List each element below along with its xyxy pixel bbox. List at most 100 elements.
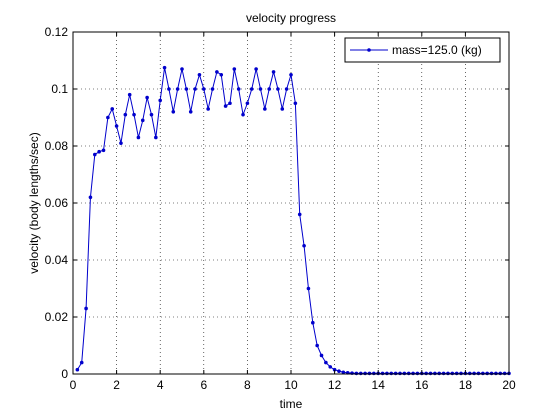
x-tick-label: 16: [415, 378, 429, 392]
data-point: [302, 243, 306, 248]
data-point: [106, 115, 110, 120]
data-point: [385, 371, 389, 376]
data-point: [149, 112, 154, 117]
data-point: [119, 141, 123, 145]
data-point: [219, 72, 224, 77]
data-point: [485, 371, 490, 376]
data-point: [202, 87, 206, 91]
data-point: [441, 371, 446, 376]
data-point: [341, 370, 346, 375]
data-point: [363, 371, 367, 376]
data-point: [332, 367, 337, 372]
data-point: [228, 101, 232, 106]
data-point: [502, 371, 507, 376]
data-point: [171, 110, 176, 114]
data-point: [284, 87, 289, 91]
data-point: [215, 70, 219, 74]
data-point: [337, 369, 341, 373]
x-tick-label: 2: [113, 378, 120, 392]
y-axis-label: velocity (body lengths/sec): [27, 132, 41, 273]
grid-layer: [73, 32, 509, 374]
y-tick-label: 0.06: [45, 196, 69, 210]
data-point: [415, 371, 420, 376]
data-point: [276, 87, 280, 91]
data-point: [489, 371, 494, 376]
data-point: [280, 107, 285, 111]
data-point: [297, 212, 302, 217]
data-point: [127, 92, 132, 97]
data-point: [328, 365, 333, 369]
data-point: [437, 371, 442, 376]
data-point: [398, 371, 402, 376]
data-point: [402, 371, 407, 376]
data-point: [393, 371, 398, 376]
data-point: [88, 195, 93, 200]
data-point: [311, 320, 315, 325]
x-tick-label: 18: [459, 378, 473, 392]
data-point: [358, 371, 363, 376]
legend-marker: [367, 48, 371, 52]
data-point: [467, 371, 472, 376]
x-tick-label: 12: [328, 378, 342, 392]
data-point: [84, 306, 88, 311]
data-point: [158, 98, 162, 103]
data-point: [75, 367, 80, 372]
data-point: [433, 371, 437, 376]
x-axis-label: time: [280, 397, 303, 411]
data-point: [136, 135, 141, 140]
data-point: [93, 152, 97, 157]
data-point: [193, 87, 197, 91]
data-point: [315, 343, 319, 348]
data-point: [197, 72, 202, 77]
x-tick-label: 14: [372, 378, 386, 392]
data-point: [267, 87, 272, 91]
x-tick-label: 10: [284, 378, 298, 392]
x-tick-label: 6: [200, 378, 207, 392]
data-point: [232, 67, 237, 71]
data-point: [245, 101, 250, 106]
data-point: [481, 371, 485, 376]
data-point: [110, 107, 115, 111]
data-point: [145, 95, 149, 100]
data-point: [167, 87, 171, 91]
data-point: [354, 371, 359, 376]
x-tick-label: 4: [157, 378, 164, 392]
x-tick-label: 20: [502, 378, 516, 392]
data-point: [372, 371, 376, 376]
data-point: [367, 371, 372, 376]
data-point: [97, 149, 101, 154]
data-point: [459, 371, 463, 376]
data-point: [293, 101, 298, 106]
data-point: [289, 72, 293, 77]
y-tick-label: 0.1: [51, 82, 68, 96]
y-tick-label: 0: [61, 367, 68, 381]
data-point: [454, 371, 459, 376]
data-point: [254, 67, 258, 71]
data-point: [271, 70, 276, 74]
data-point: [450, 371, 455, 376]
data-point: [472, 371, 476, 376]
data-point: [175, 87, 180, 91]
data-point: [154, 135, 158, 140]
data-point: [79, 360, 84, 365]
data-point: [319, 353, 324, 358]
data-point: [380, 371, 385, 376]
series-line: [76, 67, 509, 374]
data-point: [180, 67, 184, 71]
y-tick-label: 0.04: [45, 253, 69, 267]
y-tick-label: 0.08: [45, 139, 69, 153]
data-point: [476, 371, 481, 376]
data-point: [206, 107, 210, 111]
data-point: [249, 87, 254, 91]
x-tick-label: 8: [244, 378, 251, 392]
tick-layer: 0 2 4 6 8 10 12 14 16 18 20 0 0.02 0.04 0.06 0.08 0.1 0.1…: [45, 25, 516, 392]
data-point: [446, 371, 450, 376]
data-point: [263, 107, 267, 111]
data-point: [140, 118, 145, 123]
data-point: [210, 87, 215, 91]
y-tick-label: 0.12: [45, 25, 69, 39]
legend-label: mass=125.0 (kg): [392, 43, 482, 57]
legend: mass=125.0 (kg): [344, 37, 501, 63]
data-point: [324, 360, 328, 365]
